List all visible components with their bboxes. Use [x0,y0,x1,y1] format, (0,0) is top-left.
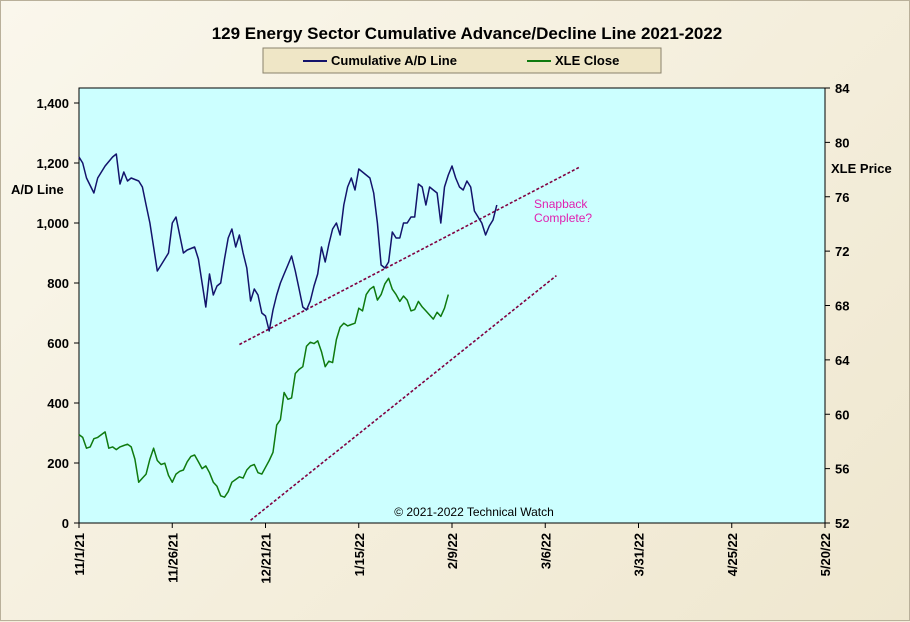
left-tick-label: 1,000 [36,216,69,231]
x-tick-label: 3/31/22 [632,533,647,576]
right-tick-label: 60 [835,407,849,422]
copyright-text: © 2021-2022 Technical Watch [394,505,554,519]
x-tick-label: 1/15/22 [352,533,367,576]
right-tick-label: 52 [835,516,849,531]
right-tick-label: 68 [835,299,849,314]
x-tick-label: 5/20/22 [818,533,833,576]
right-tick-label: 76 [835,190,849,205]
right-tick-label: 56 [835,462,849,477]
left-tick-label: 0 [62,516,69,531]
annotation-complete: Complete? [534,211,592,225]
xle-close-series [78,277,450,498]
right-tick-label: 72 [835,244,849,259]
left-tick-label: 400 [47,396,69,411]
annotation-snapback: Snapback [534,197,588,211]
right-tick-label: 80 [835,135,849,150]
x-tick-label: 12/21/21 [259,533,274,584]
left-tick-label: 600 [47,336,69,351]
x-axis: 11/1/21 11/26/21 12/21/21 1/15/22 2/9/22 3/6/… [72,523,833,584]
left-tick-label: 800 [47,276,69,291]
left-tick-label: 200 [47,456,69,471]
ad-line-series [78,153,498,332]
x-tick-label: 4/25/22 [725,533,740,576]
plot-area [78,87,826,524]
legend-xle-label: XLE Close [555,53,619,68]
right-tick-label: 84 [835,81,850,96]
legend-box [262,47,662,74]
left-tick-label: 1,400 [36,96,69,111]
chart-title: 129 Energy Sector Cumulative Advance/Dec… [212,24,723,43]
trendlines [239,166,580,521]
left-axis-label: A/D Line [11,182,64,197]
x-tick-label: 11/1/21 [72,533,87,576]
trendline [250,274,557,521]
legend-ad-label: Cumulative A/D Line [331,53,457,68]
right-axis: 52 56 60 64 68 72 76 80 84 [825,81,850,531]
series-lines [78,153,498,498]
x-tick-label: 11/26/21 [165,533,180,583]
x-tick-label: 2/9/22 [445,533,460,569]
left-tick-label: 1,200 [36,156,69,171]
right-tick-label: 64 [835,353,850,368]
right-axis-label: XLE Price [831,161,892,176]
legend: Cumulative A/D Line XLE Close [262,47,662,74]
x-tick-label: 3/6/22 [538,533,553,569]
trendline [239,166,580,346]
left-axis: 0 200 400 600 800 1,000 1,200 1,400 [36,96,79,531]
